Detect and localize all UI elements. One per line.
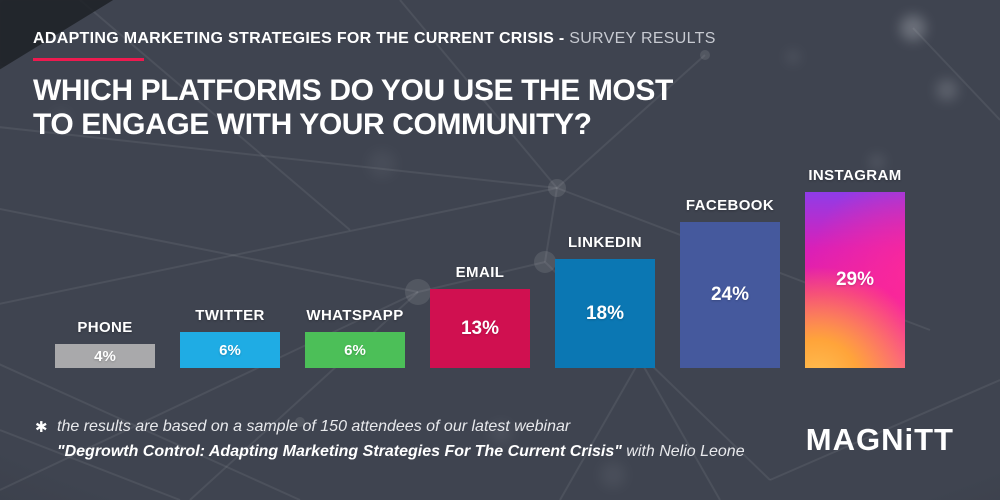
bokeh-dot	[900, 15, 926, 41]
bar-category-label: FACEBOOK	[685, 197, 775, 214]
kicker-title: ADAPTING MARKETING STRATEGIES FOR THE CU…	[33, 30, 565, 47]
bar-group-instagram: INSTAGRAM 29%	[805, 167, 905, 368]
footnote-line-1: ✱ the results are based on a sample of 1…	[35, 414, 745, 439]
page-title: WHICH PLATFORMS DO YOU USE THE MOST TO E…	[33, 74, 716, 142]
bar-value-label: 13%	[460, 317, 500, 339]
page-title-line1: WHICH PLATFORMS DO YOU USE THE MOST	[33, 74, 673, 107]
bar-group-phone: PHONE 4%	[55, 319, 155, 368]
bar-value-label: 6%	[219, 341, 241, 359]
bokeh-dot	[368, 150, 396, 178]
bar-email: 13%	[430, 289, 530, 368]
bar-twitter: 6%	[180, 332, 280, 368]
bar-category-label: LINKEDIN	[567, 234, 643, 251]
footnote-text-1: the results are based on a sample of 150…	[57, 418, 571, 435]
bar-category-label: INSTAGRAM	[808, 167, 902, 184]
bokeh-dot	[936, 79, 958, 101]
kicker: ADAPTING MARKETING STRATEGIES FOR THE CU…	[33, 30, 716, 48]
bar-category-label: PHONE	[77, 319, 133, 336]
footnote-text-2: with Nelio Leone	[626, 443, 745, 460]
bar-value-label: 29%	[835, 269, 875, 290]
bar-facebook: 24%	[680, 222, 780, 368]
header: ADAPTING MARKETING STRATEGIES FOR THE CU…	[33, 30, 716, 142]
bar-value-label: 4%	[94, 347, 116, 365]
footnote: ✱ the results are based on a sample of 1…	[35, 414, 745, 464]
webinar-title: "Degrowth Control: Adapting Marketing St…	[57, 443, 622, 460]
bar-group-twitter: TWITTER 6%	[180, 307, 280, 368]
bokeh-dot	[786, 50, 800, 64]
bar-group-facebook: FACEBOOK 24%	[680, 197, 780, 368]
bar-group-whatsapp: WHATSPAPP 6%	[305, 307, 405, 368]
footnote-line-2: "Degrowth Control: Adapting Marketing St…	[35, 439, 745, 464]
bokeh-dot	[869, 154, 885, 170]
bar-linkedin: 18%	[555, 259, 655, 368]
bokeh-dot	[600, 462, 626, 488]
bar-value-label: 18%	[585, 302, 625, 324]
bokeh-dot	[52, 110, 70, 128]
bar-category-label: EMAIL	[455, 264, 505, 281]
bar-value-label: 6%	[344, 341, 366, 359]
bar-phone: 4%	[55, 344, 155, 368]
page-title-line2: TO ENGAGE WITH YOUR COMMUNITY?	[33, 108, 592, 141]
bar-category-label: WHATSPAPP	[306, 307, 404, 324]
bar-whatsapp: 6%	[305, 332, 405, 368]
accent-underline	[33, 58, 144, 61]
bar-value-label: 24%	[710, 284, 750, 305]
bar-category-label: TWITTER	[195, 307, 265, 324]
bar-chart: PHONE 4% TWITTER 6% WHATSPAPP 6% EMAIL 1…	[55, 167, 905, 368]
bokeh-dot	[490, 422, 512, 444]
asterisk-icon: ✱	[35, 419, 48, 436]
magnitt-logo: MAGNiTT	[805, 422, 954, 457]
bar-instagram: 29%	[805, 192, 905, 368]
kicker-subtitle: SURVEY RESULTS	[569, 30, 716, 47]
bar-group-email: EMAIL 13%	[430, 264, 530, 368]
bar-group-linkedin: LINKEDIN 18%	[555, 234, 655, 368]
